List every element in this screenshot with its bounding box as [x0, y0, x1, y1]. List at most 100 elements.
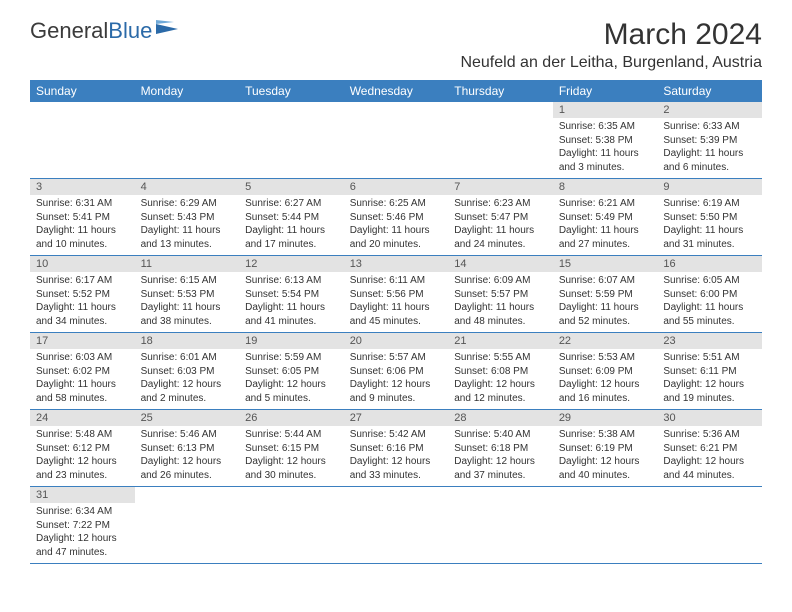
- sunrise-text: Sunrise: 6:35 AM: [559, 120, 652, 134]
- calendar-week-row: 24Sunrise: 5:48 AMSunset: 6:12 PMDayligh…: [30, 410, 762, 487]
- calendar-day-cell: 2Sunrise: 6:33 AMSunset: 5:39 PMDaylight…: [657, 102, 762, 179]
- sunset-text: Sunset: 5:41 PM: [36, 211, 129, 225]
- day-number: 12: [239, 256, 344, 272]
- calendar-week-row: 31Sunrise: 6:34 AMSunset: 7:22 PMDayligh…: [30, 487, 762, 564]
- calendar-week-row: 3Sunrise: 6:31 AMSunset: 5:41 PMDaylight…: [30, 179, 762, 256]
- calendar-day-cell: 17Sunrise: 6:03 AMSunset: 6:02 PMDayligh…: [30, 333, 135, 410]
- day-content: Sunrise: 6:23 AMSunset: 5:47 PMDaylight:…: [448, 195, 553, 255]
- sunrise-text: Sunrise: 6:13 AM: [245, 274, 338, 288]
- sunrise-text: Sunrise: 6:21 AM: [559, 197, 652, 211]
- daylight-text: Daylight: 12 hours and 47 minutes.: [36, 532, 129, 559]
- day-content: Sunrise: 6:27 AMSunset: 5:44 PMDaylight:…: [239, 195, 344, 255]
- calendar-day-cell: 24Sunrise: 5:48 AMSunset: 6:12 PMDayligh…: [30, 410, 135, 487]
- day-content: Sunrise: 6:25 AMSunset: 5:46 PMDaylight:…: [344, 195, 449, 255]
- sunset-text: Sunset: 5:47 PM: [454, 211, 547, 225]
- daylight-text: Daylight: 12 hours and 44 minutes.: [663, 455, 756, 482]
- sunset-text: Sunset: 6:18 PM: [454, 442, 547, 456]
- calendar-day-cell: 8Sunrise: 6:21 AMSunset: 5:49 PMDaylight…: [553, 179, 658, 256]
- daylight-text: Daylight: 12 hours and 12 minutes.: [454, 378, 547, 405]
- flag-icon: [156, 18, 182, 44]
- day-content: [30, 118, 135, 124]
- day-content: Sunrise: 6:35 AMSunset: 5:38 PMDaylight:…: [553, 118, 658, 178]
- day-content: Sunrise: 6:13 AMSunset: 5:54 PMDaylight:…: [239, 272, 344, 332]
- day-content: Sunrise: 6:21 AMSunset: 5:49 PMDaylight:…: [553, 195, 658, 255]
- day-number: [135, 102, 240, 118]
- logo-text-1: General: [30, 18, 108, 44]
- sunrise-text: Sunrise: 5:38 AM: [559, 428, 652, 442]
- day-number: 2: [657, 102, 762, 118]
- sunrise-text: Sunrise: 5:36 AM: [663, 428, 756, 442]
- day-content: [448, 503, 553, 509]
- daylight-text: Daylight: 12 hours and 16 minutes.: [559, 378, 652, 405]
- day-number: 20: [344, 333, 449, 349]
- day-content: Sunrise: 5:53 AMSunset: 6:09 PMDaylight:…: [553, 349, 658, 409]
- calendar-day-cell: [344, 102, 449, 179]
- daylight-text: Daylight: 11 hours and 38 minutes.: [141, 301, 234, 328]
- day-number: [239, 487, 344, 503]
- daylight-text: Daylight: 11 hours and 52 minutes.: [559, 301, 652, 328]
- day-number: [344, 487, 449, 503]
- weekday-header: Friday: [553, 80, 658, 102]
- daylight-text: Daylight: 12 hours and 9 minutes.: [350, 378, 443, 405]
- sunrise-text: Sunrise: 5:55 AM: [454, 351, 547, 365]
- weekday-header: Monday: [135, 80, 240, 102]
- sunset-text: Sunset: 6:19 PM: [559, 442, 652, 456]
- weekday-header: Saturday: [657, 80, 762, 102]
- calendar-day-cell: 12Sunrise: 6:13 AMSunset: 5:54 PMDayligh…: [239, 256, 344, 333]
- sunset-text: Sunset: 6:15 PM: [245, 442, 338, 456]
- sunset-text: Sunset: 6:16 PM: [350, 442, 443, 456]
- sunset-text: Sunset: 5:56 PM: [350, 288, 443, 302]
- weekday-header: Thursday: [448, 80, 553, 102]
- calendar-week-row: 10Sunrise: 6:17 AMSunset: 5:52 PMDayligh…: [30, 256, 762, 333]
- calendar-day-cell: 19Sunrise: 5:59 AMSunset: 6:05 PMDayligh…: [239, 333, 344, 410]
- sunrise-text: Sunrise: 6:19 AM: [663, 197, 756, 211]
- daylight-text: Daylight: 11 hours and 45 minutes.: [350, 301, 443, 328]
- day-number: 13: [344, 256, 449, 272]
- sunrise-text: Sunrise: 5:53 AM: [559, 351, 652, 365]
- daylight-text: Daylight: 12 hours and 37 minutes.: [454, 455, 547, 482]
- daylight-text: Daylight: 11 hours and 10 minutes.: [36, 224, 129, 251]
- logo-text-2: Blue: [108, 18, 152, 44]
- day-number: 19: [239, 333, 344, 349]
- sunrise-text: Sunrise: 5:46 AM: [141, 428, 234, 442]
- daylight-text: Daylight: 12 hours and 26 minutes.: [141, 455, 234, 482]
- calendar-day-cell: [657, 487, 762, 564]
- sunrise-text: Sunrise: 6:17 AM: [36, 274, 129, 288]
- location-text: Neufeld an der Leitha, Burgenland, Austr…: [460, 54, 762, 72]
- day-number: 30: [657, 410, 762, 426]
- day-content: Sunrise: 6:15 AMSunset: 5:53 PMDaylight:…: [135, 272, 240, 332]
- sunset-text: Sunset: 6:12 PM: [36, 442, 129, 456]
- day-content: Sunrise: 5:51 AMSunset: 6:11 PMDaylight:…: [657, 349, 762, 409]
- calendar-day-cell: 10Sunrise: 6:17 AMSunset: 5:52 PMDayligh…: [30, 256, 135, 333]
- daylight-text: Daylight: 11 hours and 17 minutes.: [245, 224, 338, 251]
- day-number: 17: [30, 333, 135, 349]
- day-number: [344, 102, 449, 118]
- sunrise-text: Sunrise: 6:25 AM: [350, 197, 443, 211]
- title-block: March 2024 Neufeld an der Leitha, Burgen…: [460, 18, 762, 72]
- calendar-day-cell: 16Sunrise: 6:05 AMSunset: 6:00 PMDayligh…: [657, 256, 762, 333]
- day-content: Sunrise: 5:36 AMSunset: 6:21 PMDaylight:…: [657, 426, 762, 486]
- day-content: [553, 503, 658, 509]
- day-content: Sunrise: 6:03 AMSunset: 6:02 PMDaylight:…: [30, 349, 135, 409]
- sunset-text: Sunset: 6:05 PM: [245, 365, 338, 379]
- day-number: [448, 102, 553, 118]
- day-content: Sunrise: 6:33 AMSunset: 5:39 PMDaylight:…: [657, 118, 762, 178]
- calendar-day-cell: 30Sunrise: 5:36 AMSunset: 6:21 PMDayligh…: [657, 410, 762, 487]
- day-content: Sunrise: 5:48 AMSunset: 6:12 PMDaylight:…: [30, 426, 135, 486]
- day-number: 22: [553, 333, 658, 349]
- daylight-text: Daylight: 12 hours and 40 minutes.: [559, 455, 652, 482]
- calendar-day-cell: 21Sunrise: 5:55 AMSunset: 6:08 PMDayligh…: [448, 333, 553, 410]
- sunrise-text: Sunrise: 6:01 AM: [141, 351, 234, 365]
- calendar-day-cell: [30, 102, 135, 179]
- calendar-day-cell: [448, 102, 553, 179]
- sunset-text: Sunset: 5:46 PM: [350, 211, 443, 225]
- daylight-text: Daylight: 12 hours and 5 minutes.: [245, 378, 338, 405]
- day-content: Sunrise: 6:17 AMSunset: 5:52 PMDaylight:…: [30, 272, 135, 332]
- sunset-text: Sunset: 5:49 PM: [559, 211, 652, 225]
- daylight-text: Daylight: 11 hours and 27 minutes.: [559, 224, 652, 251]
- calendar-day-cell: 3Sunrise: 6:31 AMSunset: 5:41 PMDaylight…: [30, 179, 135, 256]
- calendar-day-cell: 23Sunrise: 5:51 AMSunset: 6:11 PMDayligh…: [657, 333, 762, 410]
- day-number: 15: [553, 256, 658, 272]
- calendar-day-cell: 5Sunrise: 6:27 AMSunset: 5:44 PMDaylight…: [239, 179, 344, 256]
- day-number: 1: [553, 102, 658, 118]
